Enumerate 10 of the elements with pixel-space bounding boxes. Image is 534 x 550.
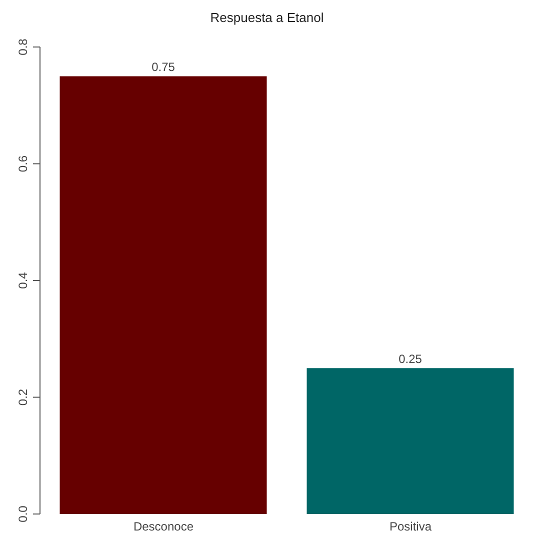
y-tick-label: 0.2 — [16, 388, 30, 406]
y-tick-label: 0.6 — [16, 155, 30, 172]
y-tick-label: 0.0 — [16, 505, 30, 522]
data-label: 0.25 — [398, 352, 422, 366]
x-tick-label: Positiva — [389, 520, 432, 534]
data-label: 0.75 — [152, 60, 176, 74]
y-tick-label: 0.8 — [16, 38, 30, 56]
y-tick-label: 0.4 — [16, 272, 30, 289]
chart-title: Respuesta a Etanol — [209, 10, 325, 25]
x-tick-label: Desconoce — [133, 520, 194, 534]
